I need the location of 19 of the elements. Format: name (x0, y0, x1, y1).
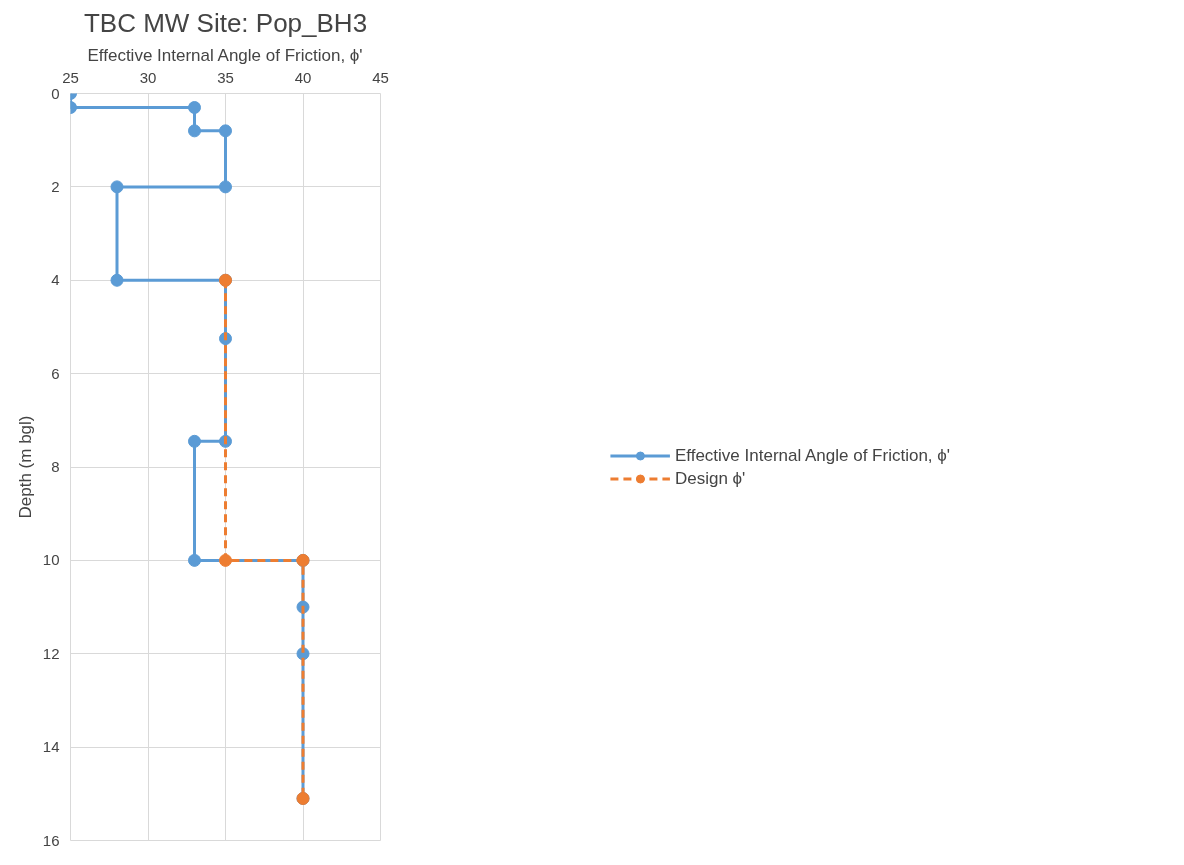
x-tick-label: 30 (139, 68, 157, 86)
x-axis-title: Effective Internal Angle of Friction, ϕ' (87, 45, 363, 65)
y-tick-label: 10 (42, 551, 60, 569)
y-tick-label: 8 (51, 458, 60, 475)
y-tick-label: 6 (51, 364, 60, 382)
y-tick-label: 4 (51, 271, 60, 289)
y-tick-label: 12 (42, 644, 60, 662)
chart-title: TBC MW Site: Pop_BH3 (83, 7, 368, 38)
y-tick-label: 16 (42, 831, 60, 849)
y-axis-title: Depth (m bgl) (15, 415, 35, 519)
x-tick-label: 45 (372, 68, 389, 86)
x-tick-label: 40 (294, 68, 312, 86)
y-tick-label: 14 (42, 738, 60, 756)
x-tick-label: 35 (217, 68, 234, 86)
y-tick-label: 0 (51, 84, 60, 102)
x-tick-label: 25 (62, 68, 79, 86)
y-tick-label: 2 (51, 177, 60, 195)
legend-label: Design ϕ' (674, 468, 746, 488)
legend-label: Effective Internal Angle of Friction, ϕ' (674, 445, 951, 465)
